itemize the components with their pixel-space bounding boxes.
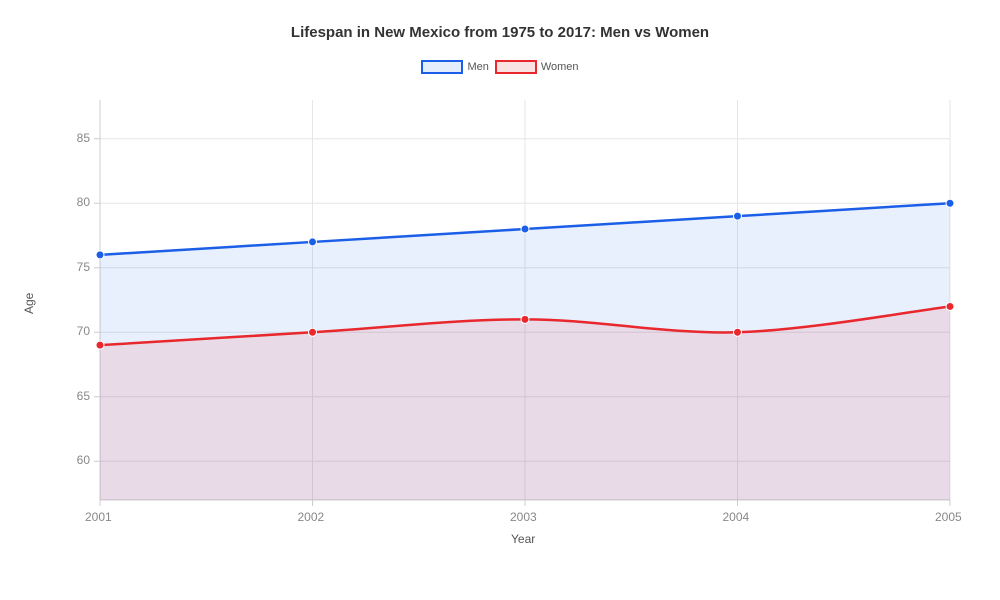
legend: Men Women [0,60,1000,74]
y-tick-label: 65 [77,389,90,403]
chart-svg [70,100,970,530]
legend-swatch [495,60,537,74]
legend-label: Men [467,61,488,73]
y-axis-title: Age [22,293,36,314]
y-tick-label: 75 [77,260,90,274]
legend-item: Women [495,60,579,74]
x-tick-label: 2001 [85,510,112,524]
legend-item: Men [421,60,488,74]
x-tick-label: 2002 [298,510,325,524]
legend-label: Women [541,61,579,73]
x-axis-title: Year [511,532,535,546]
chart-container: Lifespan in New Mexico from 1975 to 2017… [0,0,1000,600]
chart-title: Lifespan in New Mexico from 1975 to 2017… [0,24,1000,41]
y-tick-label: 85 [77,131,90,145]
x-tick-label: 2003 [510,510,537,524]
y-tick-label: 80 [77,195,90,209]
legend-swatch [421,60,463,74]
plot-area [70,100,970,530]
y-tick-label: 60 [77,453,90,467]
x-tick-label: 2004 [723,510,750,524]
x-tick-label: 2005 [935,510,962,524]
y-tick-label: 70 [77,324,90,338]
